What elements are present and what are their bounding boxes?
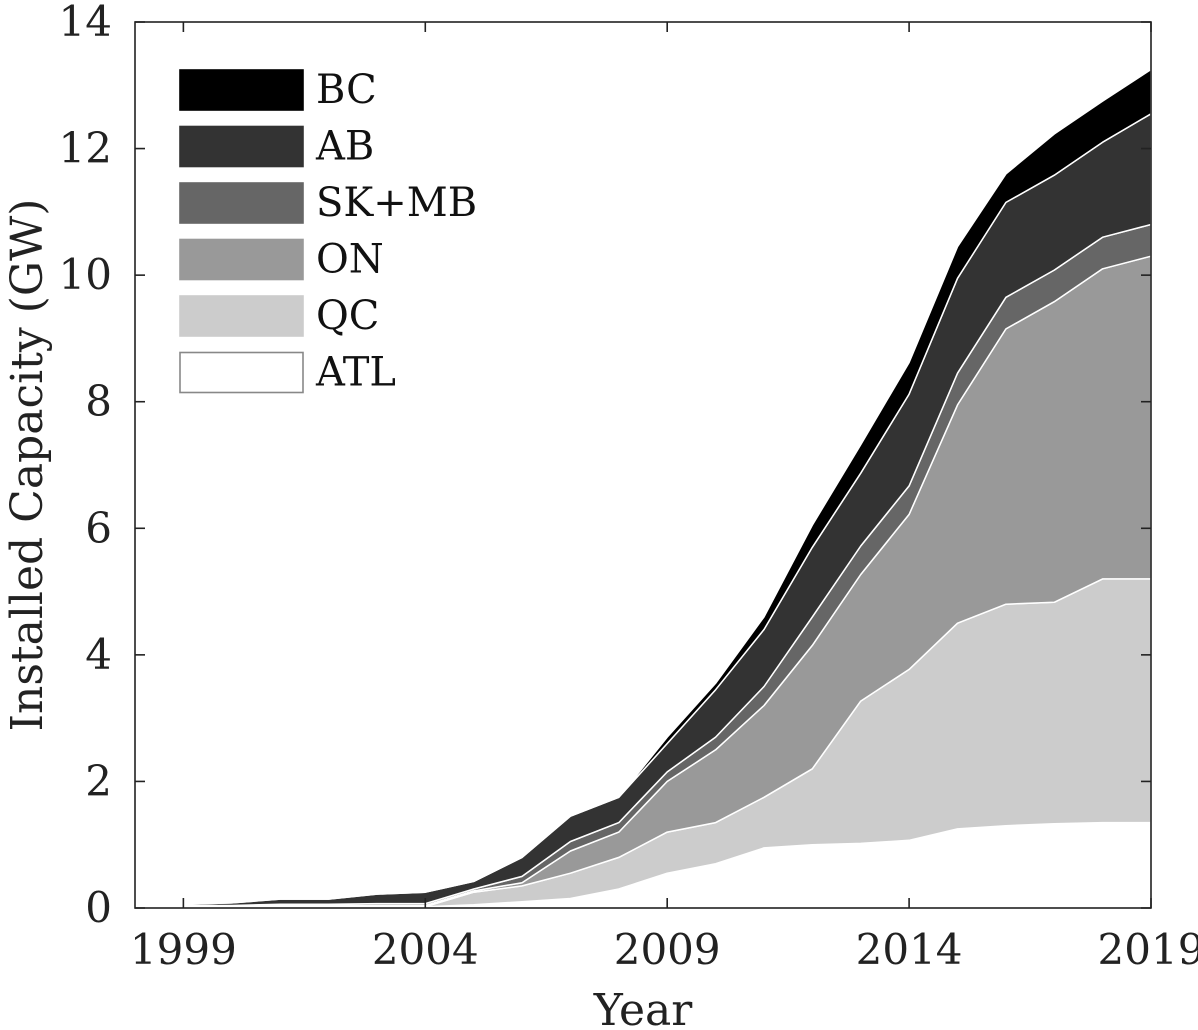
x-tick-label: 2004 — [372, 925, 479, 974]
y-tick-label: 10 — [59, 250, 112, 299]
y-tick-label: 14 — [59, 0, 112, 46]
legend-label-atl: ATL — [315, 350, 396, 396]
area-layers — [134, 68, 1152, 909]
legend-label-qc: QC — [316, 293, 379, 339]
legend-label-sk-mb: SK+MB — [316, 180, 477, 226]
axis-ticks — [135, 21, 1152, 909]
legend-label-on: ON — [316, 237, 384, 283]
legend-swatch-ab — [179, 125, 304, 168]
plot-frame — [134, 21, 1152, 909]
x-tick-label: 2019 — [1098, 925, 1198, 974]
legend-swatch-bc — [179, 69, 304, 111]
legend: BC AB SK+MB ON QC ATL — [179, 67, 477, 396]
y-axis-label: Installed Capacity (GW) — [2, 199, 53, 732]
y-tick-label: 0 — [85, 883, 112, 932]
x-tick-labels: 1999 2004 2009 2014 2019 — [130, 925, 1198, 974]
x-axis-label: Year — [593, 985, 693, 1030]
legend-swatch-qc — [179, 295, 304, 337]
x-tick-label: 2009 — [614, 925, 721, 974]
y-tick-label: 6 — [85, 503, 112, 552]
x-tick-label: 1999 — [130, 925, 237, 974]
y-tick-label: 8 — [85, 377, 112, 426]
y-tick-label: 2 — [85, 756, 112, 805]
legend-swatch-atl — [179, 351, 304, 394]
y-tick-label: 4 — [85, 630, 112, 679]
legend-swatch-on — [179, 238, 304, 281]
x-tick-label: 2014 — [856, 925, 963, 974]
y-tick-labels: 0 2 4 6 8 10 12 14 — [59, 0, 112, 932]
legend-swatch-sk-mb — [179, 182, 304, 224]
legend-label-bc: BC — [316, 67, 377, 113]
y-tick-label: 12 — [59, 124, 112, 173]
legend-label-ab: AB — [315, 124, 374, 170]
